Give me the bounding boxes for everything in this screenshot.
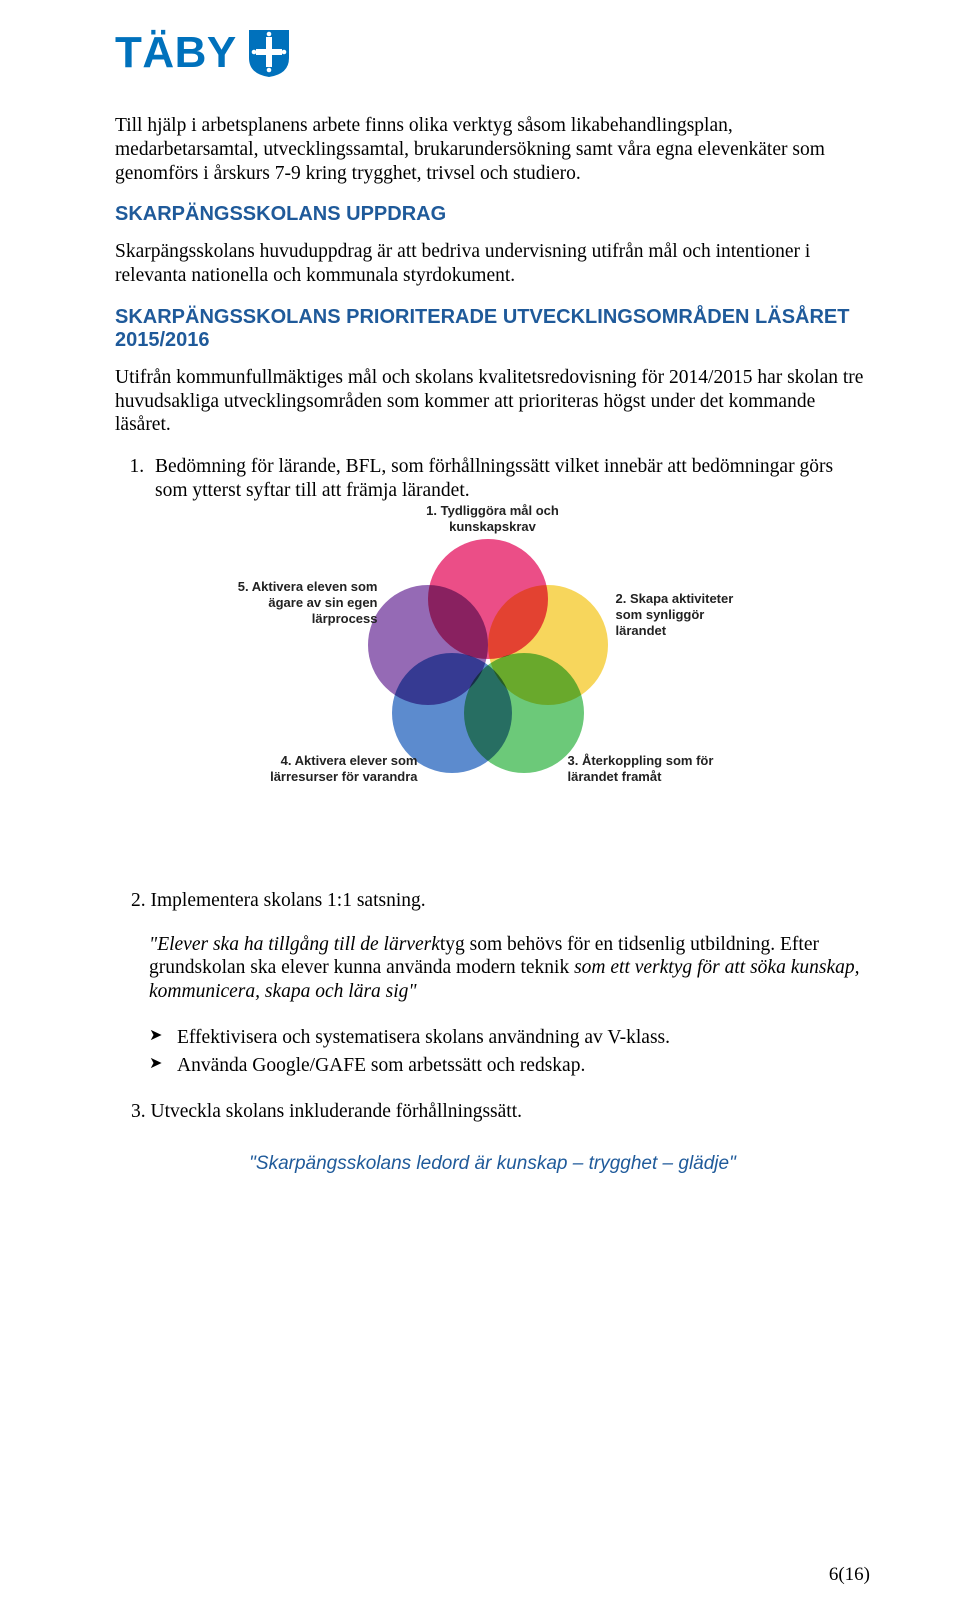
brand-logo: TÄBY <box>115 28 870 78</box>
diagram-label-2: 2. Skapa aktiviteter som synliggör läran… <box>616 591 756 640</box>
shield-icon <box>247 28 291 78</box>
brand-name: TÄBY <box>115 28 237 78</box>
diagram-label-4: 4. Aktivera elever som lärresurser för v… <box>248 753 418 786</box>
numbered-list-3: 3. Utveckla skolans inkluderande förhåll… <box>131 1100 870 1124</box>
diagram-label-5: 5. Aktivera eleven som ägare av sin egen… <box>218 579 378 628</box>
footer-motto: "Skarpängsskolans ledord är kunskap – tr… <box>115 1153 870 1175</box>
petal-5 <box>368 585 488 705</box>
list-item-3: 3. Utveckla skolans inkluderande förhåll… <box>131 1100 870 1124</box>
numbered-list-1: Bedömning för lärande, BFL, som förhålln… <box>149 455 870 503</box>
bfl-diagram-canvas: 1. Tydliggöra mål och kunskapskrav 2. Sk… <box>228 529 758 829</box>
arrow-item-b: Använda Google/GAFE som arbetssätt och r… <box>149 1054 870 1078</box>
arrow-item-a: Effektivisera och systematisera skolans … <box>149 1026 870 1050</box>
bfl-diagram: 1. Tydliggöra mål och kunskapskrav 2. Sk… <box>115 529 870 829</box>
heading-uppdrag: SKARPÄNGSSKOLANS UPPDRAG <box>115 203 870 226</box>
page-number: 6(16) <box>829 1564 870 1586</box>
list-item-1: Bedömning för lärande, BFL, som förhålln… <box>149 455 870 503</box>
arrow-list: Effektivisera och systematisera skolans … <box>149 1026 870 1078</box>
uppdrag-paragraph: Skarpängsskolans huvuduppdrag är att bed… <box>115 240 870 288</box>
prio-paragraph: Utifrån kommunfullmäktiges mål och skola… <box>115 366 870 437</box>
diagram-label-3: 3. Återkoppling som för lärandet framåt <box>568 753 738 786</box>
quote-paragraph: "Elever ska ha tillgång till de lärverkt… <box>149 933 870 1004</box>
document-page: TÄBY Till hjälp i arbetsplanens arbete f… <box>0 0 960 1612</box>
list-item-2: 2. Implementera skolans 1:1 satsning. <box>131 889 870 913</box>
list-item-2-text: Implementera skolans 1:1 satsning. <box>151 890 426 911</box>
intro-paragraph: Till hjälp i arbetsplanens arbete finns … <box>115 114 870 185</box>
heading-prio: SKARPÄNGSSKOLANS PRIORITERADE UTVECKLING… <box>115 306 870 352</box>
diagram-label-1: 1. Tydliggöra mål och kunskapskrav <box>408 503 578 536</box>
numbered-list-2: 2. Implementera skolans 1:1 satsning. <box>131 889 870 913</box>
quote-italic-a: "Elever ska ha tillgång till de lärverk <box>149 934 440 955</box>
list-item-3-text: Utveckla skolans inkluderande förhållnin… <box>151 1101 523 1122</box>
